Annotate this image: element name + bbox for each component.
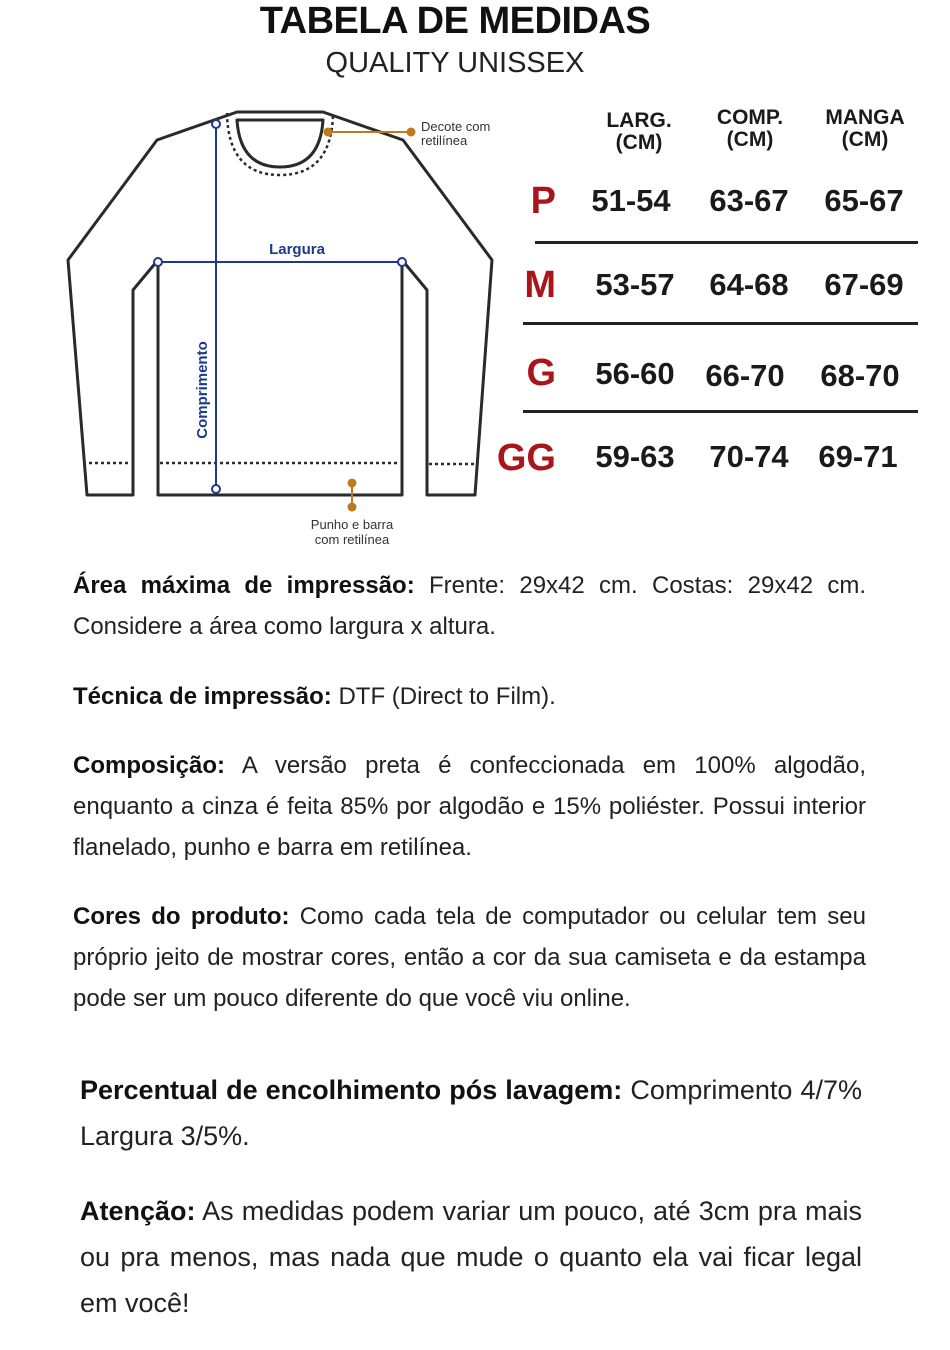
info-colors: Cores do produto: Como cada tela de comp… — [73, 903, 866, 1012]
table-cell: 56-60 — [595, 356, 675, 391]
table-cell: 66-70 — [705, 358, 785, 393]
info-attention: Atenção: As medidas podem variar um pouc… — [80, 1196, 862, 1318]
column-header-sleeve: MANGA (CM) — [825, 106, 905, 151]
info-print-area: Área máxima de impressão: Frente: 29x42 … — [73, 572, 866, 640]
measure-lines — [153, 119, 407, 494]
row-divider — [523, 410, 918, 413]
table-cell: 64-68 — [709, 267, 789, 302]
info-shrinkage: Percentual de encolhimento pós lavagem: … — [80, 1075, 862, 1151]
table-cell: 67-69 — [824, 267, 904, 302]
neck-stitch — [225, 112, 335, 177]
table-cell: 63-67 — [709, 183, 789, 218]
cuff-label-2: com retilínea — [315, 532, 390, 547]
info-composition: Composição: A versão preta é confecciona… — [73, 752, 866, 861]
page-subtitle: QUALITY UNISSEX — [325, 47, 585, 79]
row-divider — [523, 322, 918, 325]
table-cell: 59-63 — [595, 439, 675, 474]
page-title: TABELA DE MEDIDAS — [259, 0, 651, 42]
table-cell: 53-57 — [595, 267, 675, 302]
sweatshirt-diagram: Largura Comprimento Decote com retilínea… — [66, 110, 494, 547]
neck-label-2: retilínea — [421, 133, 468, 148]
size-label: P — [530, 180, 556, 222]
table-cell: 70-74 — [709, 439, 789, 474]
cuff-label-1: Punho e barra — [311, 517, 394, 532]
callouts — [323, 127, 416, 512]
table-cell: 69-71 — [818, 439, 898, 474]
table-cell: 68-70 — [820, 358, 900, 393]
row-divider — [535, 241, 918, 244]
column-header-width: LARG. (CM) — [606, 109, 672, 154]
size-label: M — [524, 264, 556, 306]
size-label: GG — [496, 437, 556, 479]
width-label: Largura — [269, 241, 326, 258]
length-label: Comprimento — [194, 341, 211, 439]
column-header-length: COMP. (CM) — [716, 106, 784, 151]
table-cell: 65-67 — [824, 183, 904, 218]
size-label: G — [526, 352, 556, 394]
neckline — [235, 118, 325, 169]
info-print-technique: Técnica de impressão: DTF (Direct to Fil… — [73, 683, 556, 710]
neck-label-1: Decote com — [421, 119, 490, 134]
sweatshirt-outline — [66, 110, 494, 497]
table-cell: 51-54 — [591, 183, 671, 218]
